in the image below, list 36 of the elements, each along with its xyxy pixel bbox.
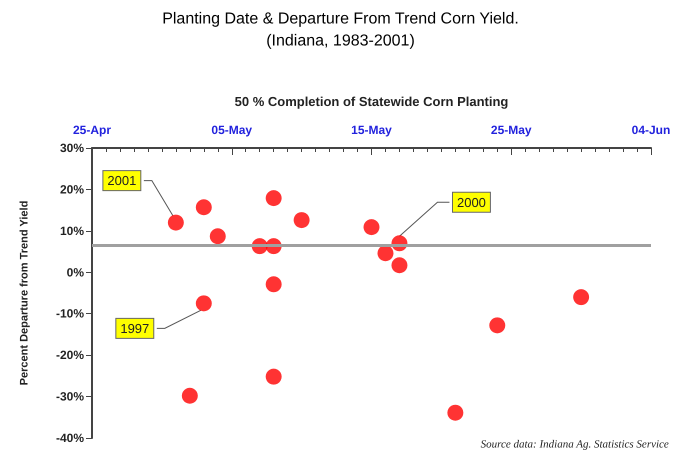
annotation: 2001 xyxy=(107,173,136,188)
y-tick-label: 30% xyxy=(60,141,84,155)
point xyxy=(364,219,380,236)
x-axis-title: 50 % Completion of Statewide Corn Planting xyxy=(234,94,508,109)
point xyxy=(377,245,394,262)
y-axis-title: Percent Departure from Trend Yield xyxy=(18,200,30,386)
y-tick-label: 10% xyxy=(60,224,84,238)
x-tick-label: 25-Apr xyxy=(72,123,112,137)
y-tick-label: -30% xyxy=(56,390,84,404)
x-tick-label: 25-May xyxy=(490,123,532,137)
x-tick-label: 04-Jun xyxy=(632,123,670,137)
point xyxy=(196,199,212,216)
point xyxy=(266,368,282,385)
y-tick-label: 20% xyxy=(60,182,84,196)
point xyxy=(210,228,226,244)
chart-subtitle: (Indiana, 1983-2001) xyxy=(266,32,415,50)
point xyxy=(391,257,408,274)
y-tick-label: -40% xyxy=(56,431,84,445)
y-tick-label: -10% xyxy=(56,306,84,321)
point xyxy=(266,276,282,292)
point xyxy=(168,214,184,231)
annotation: 1997 xyxy=(120,320,150,336)
point xyxy=(196,295,212,312)
point xyxy=(266,190,282,206)
y-tick-label: 0% xyxy=(66,265,84,280)
y-tick-label: -20% xyxy=(56,348,84,362)
source-note: Source data: Indiana Ag. Statistics Service xyxy=(480,438,669,450)
x-tick-label: 15-May xyxy=(351,123,392,137)
annotation: 2000 xyxy=(456,194,486,210)
point xyxy=(489,317,506,334)
point xyxy=(573,289,590,306)
point xyxy=(294,212,310,228)
x-tick-label: 05-May xyxy=(211,123,252,137)
point xyxy=(182,388,198,404)
chart-title: Planting Date & Departure From Trend Corn Yield. xyxy=(162,10,519,28)
point xyxy=(447,404,464,421)
